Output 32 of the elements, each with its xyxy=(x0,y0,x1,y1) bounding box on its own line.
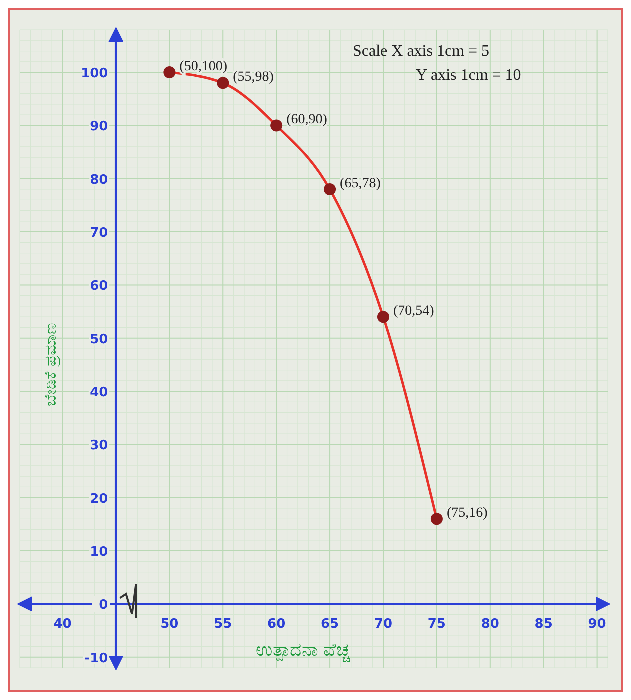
y-tick-label: -10 xyxy=(84,651,108,666)
annotation: Scale X axis 1cm = 5 xyxy=(353,43,490,60)
annotation: (50,100) xyxy=(180,60,228,75)
y-tick-label: 20 xyxy=(90,492,108,507)
annotation: (55,98) xyxy=(233,70,274,86)
y-axis-title: ಬೇಡಿಕೆ ಪ್ರಮಾಣ xyxy=(41,323,62,406)
y-tick-label: 80 xyxy=(90,172,108,188)
x-axis-title: ಉತ್ಪಾದನಾ ವೆಚ್ಚ xyxy=(256,640,351,662)
x-tick-label: 60 xyxy=(268,617,286,632)
annotation: Y axis 1cm = 10 xyxy=(416,67,522,84)
y-tick-label: 40 xyxy=(90,386,108,401)
annotation: (75,16) xyxy=(446,506,488,522)
y-tick-label: 70 xyxy=(90,226,108,242)
x-tick-label: 90 xyxy=(588,617,606,632)
x-tick-label: 65 xyxy=(320,617,340,632)
x-tick-label: 75 xyxy=(428,617,446,632)
x-tick-label: 55 xyxy=(214,617,232,632)
annotation: (70,54) xyxy=(393,304,435,320)
y-tick-label: 0 xyxy=(99,598,108,614)
y-tick-label: 50 xyxy=(90,332,108,348)
annotation: (60,90) xyxy=(286,112,328,128)
x-tick-label: 85 xyxy=(534,617,553,632)
x-tick-label: 80 xyxy=(481,617,500,632)
y-tick-label: 30 xyxy=(90,438,108,454)
y-tick-label: 90 xyxy=(90,120,108,135)
annotation: (65,78) xyxy=(340,176,382,192)
x-tick-label: 70 xyxy=(374,617,393,632)
y-tick-label: 10 xyxy=(90,545,108,560)
y-tick-label: 60 xyxy=(90,279,108,294)
x-tick-label: 50 xyxy=(160,617,179,632)
x-tick-label: 40 xyxy=(54,617,72,632)
y-tick-label: 100 xyxy=(81,66,108,82)
